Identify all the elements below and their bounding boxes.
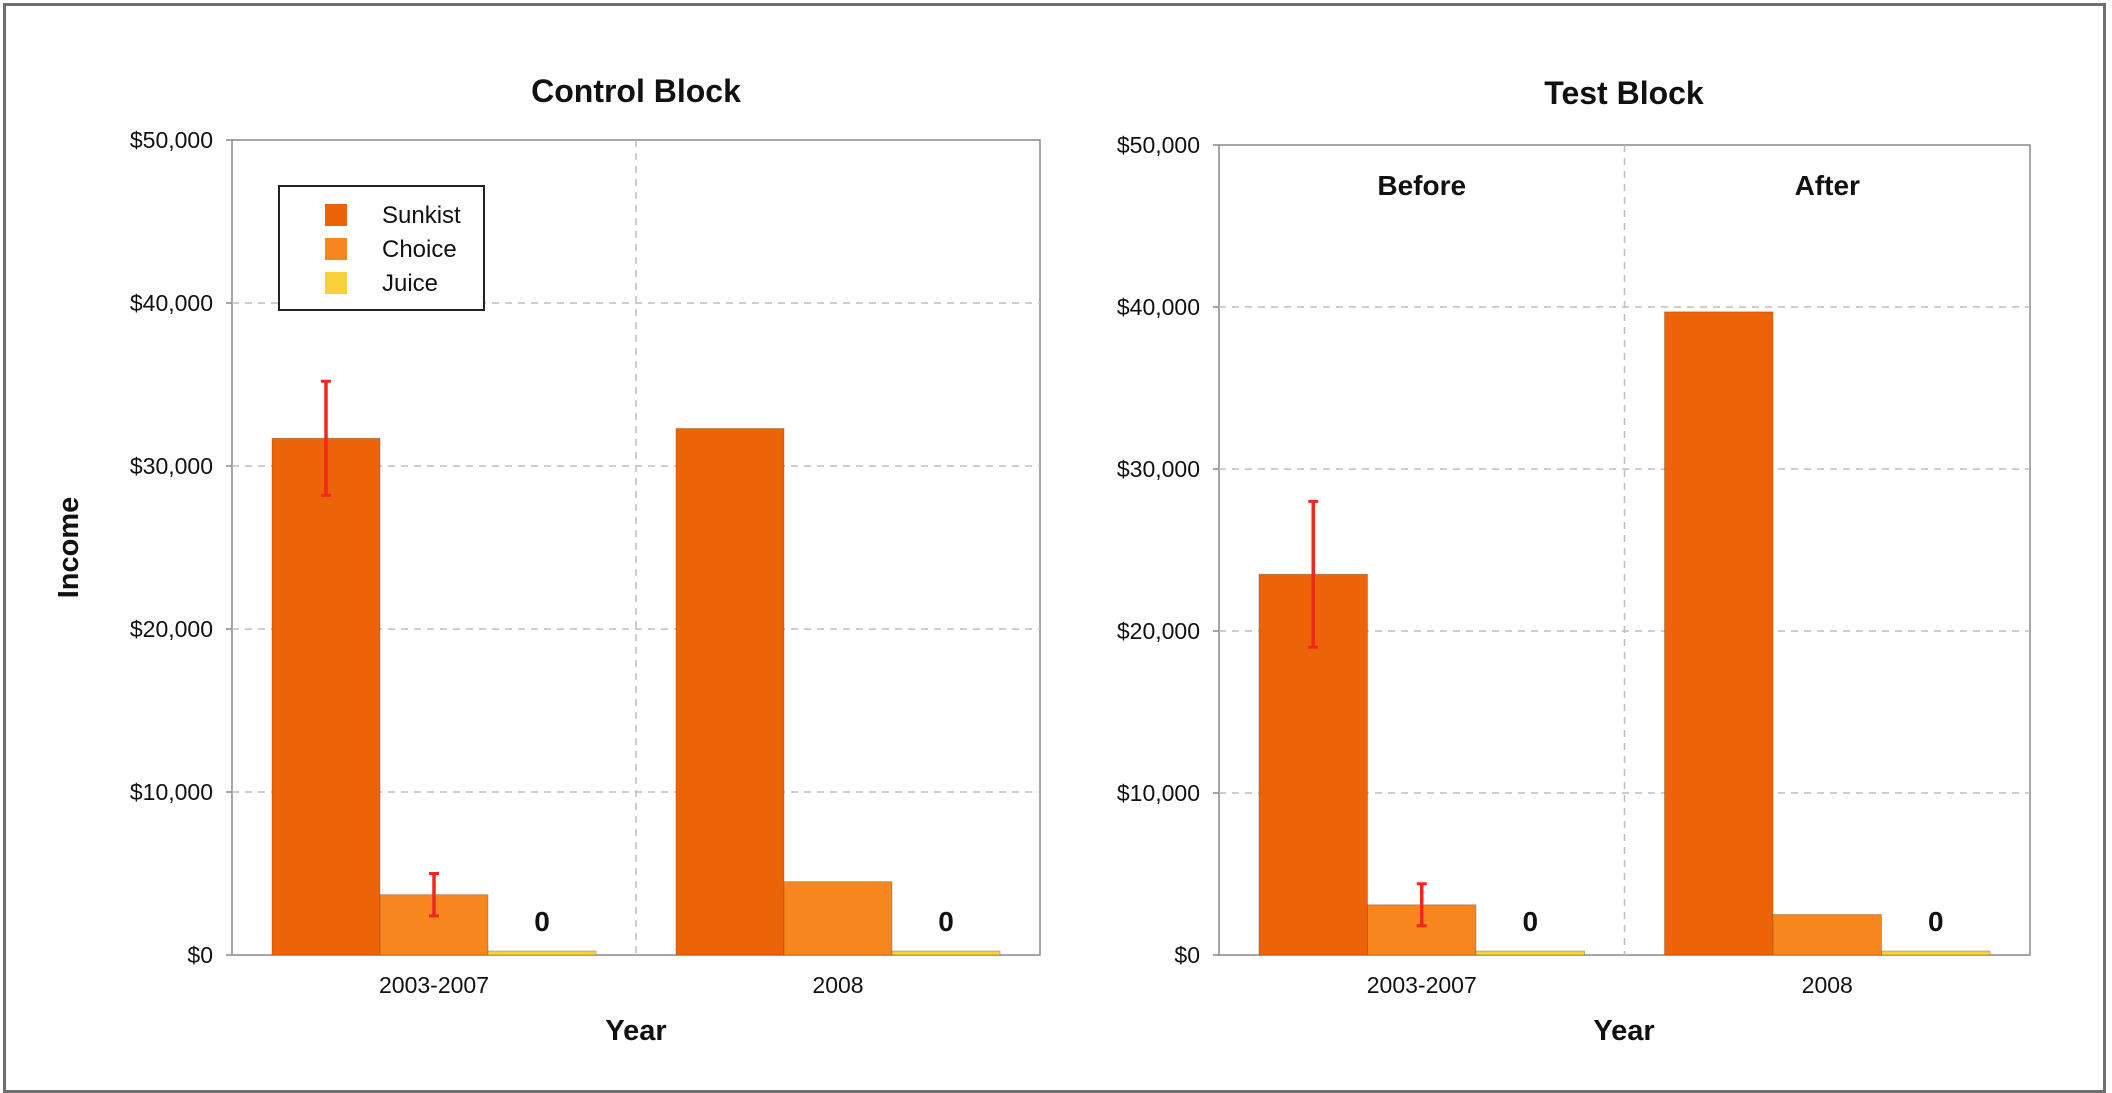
bar-value-label: 0	[938, 906, 954, 937]
y-tick-label: $0	[1174, 942, 1200, 968]
bar-value-label: 0	[534, 906, 550, 937]
legend-swatch-sunkist	[325, 204, 347, 226]
bar-sunkist-2003-2007	[271, 437, 381, 956]
bar-juice-2008	[1881, 950, 1991, 956]
y-tick-label: $10,000	[130, 779, 213, 805]
x-tick-label: 2003-2007	[379, 972, 489, 998]
y-axis-title: Income	[53, 497, 85, 599]
x-axis-title: Year	[1593, 1015, 1654, 1047]
y-tick-label: $30,000	[130, 453, 213, 479]
chart-title: Control Block	[531, 73, 741, 109]
x-axis-title: Year	[605, 1015, 666, 1047]
x-tick-label: 2003-2007	[1367, 972, 1477, 998]
bar-choice-2008	[1772, 914, 1882, 956]
bar-juice-2003-2007	[1475, 950, 1585, 956]
legend-label-juice: Juice	[382, 270, 438, 297]
y-tick-label: $10,000	[1117, 780, 1200, 806]
legend-label-sunkist: Sunkist	[382, 202, 461, 229]
y-tick-label: $20,000	[1117, 618, 1200, 644]
legend-swatch-juice	[325, 272, 347, 294]
bar-sunkist-2008	[675, 428, 785, 956]
legend-swatch-choice	[325, 238, 347, 260]
bar-value-label: 0	[1522, 906, 1538, 937]
y-tick-label: $20,000	[130, 616, 213, 642]
bar-sunkist-2008	[1664, 311, 1774, 956]
panel-label: Before	[1377, 170, 1466, 201]
bar-juice-2003-2007	[487, 950, 597, 956]
chart-title: Test Block	[1544, 75, 1704, 111]
panel-label: After	[1795, 170, 1860, 201]
legend-box	[278, 185, 485, 311]
x-tick-label: 2008	[1802, 972, 1853, 998]
y-tick-label: $50,000	[130, 127, 213, 153]
bar-juice-2008	[891, 950, 1001, 956]
y-tick-label: $0	[187, 942, 213, 968]
bar-choice-2008	[783, 881, 893, 956]
x-tick-label: 2008	[812, 972, 863, 998]
y-tick-label: $50,000	[1117, 132, 1200, 158]
y-tick-label: $30,000	[1117, 456, 1200, 482]
legend-label-choice: Choice	[382, 236, 457, 263]
bar-value-label: 0	[1928, 906, 1944, 937]
y-tick-label: $40,000	[1117, 294, 1200, 320]
y-tick-label: $40,000	[130, 290, 213, 316]
